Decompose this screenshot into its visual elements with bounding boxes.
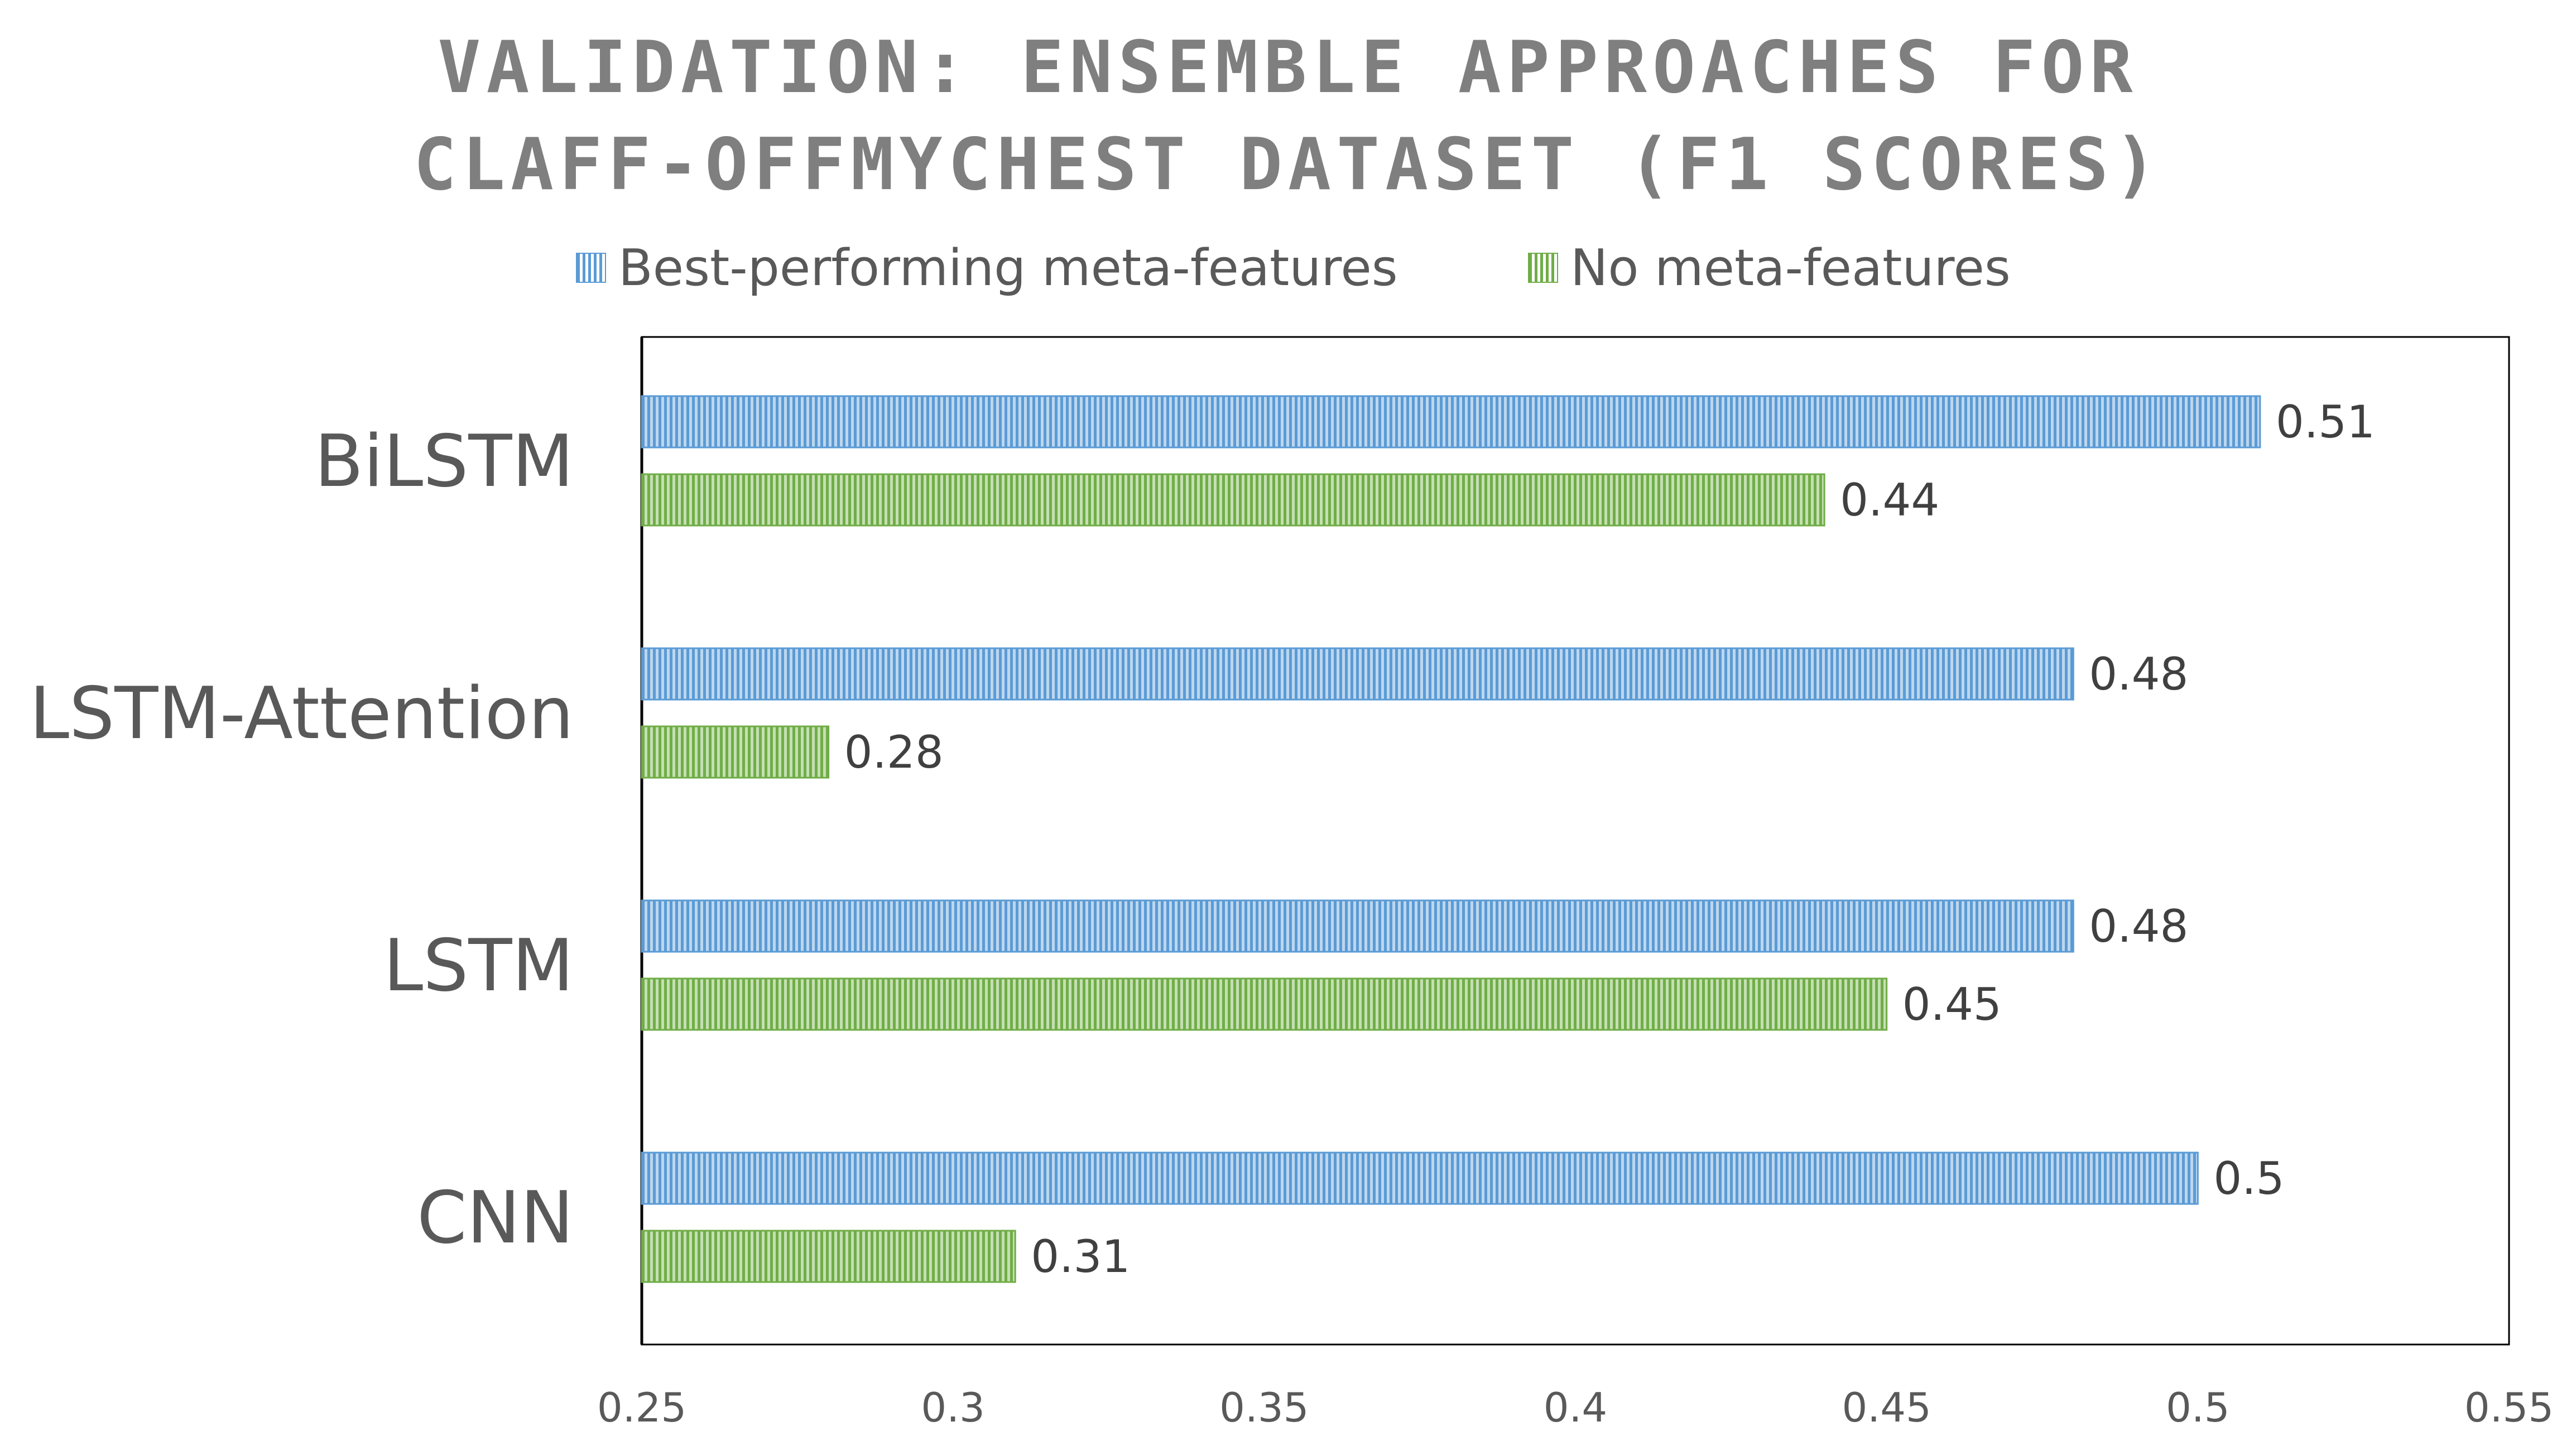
bar-best-performing-meta-features <box>641 395 2261 449</box>
legend: Best-performing meta-features No meta-fe… <box>0 237 2576 298</box>
x-tick-label: 0.3 <box>921 1384 985 1431</box>
data-label: 0.51 <box>2276 396 2375 448</box>
bar-best-performing-meta-features <box>641 647 2074 701</box>
x-tick-label: 0.35 <box>1219 1384 1309 1431</box>
data-label: 0.44 <box>1840 474 1939 526</box>
category-label: CNN <box>417 1177 574 1260</box>
legend-item-no-meta-features: No meta-features <box>1528 237 2011 298</box>
bar-no-meta-features <box>641 1230 1016 1283</box>
legend-label: Best-performing meta-features <box>618 238 1398 297</box>
data-label: 0.48 <box>2089 648 2188 700</box>
legend-item-best-performing-meta-features: Best-performing meta-features <box>576 237 1398 298</box>
x-tick-label: 0.45 <box>1842 1384 1931 1431</box>
bar-no-meta-features <box>641 977 1888 1031</box>
data-label: 0.28 <box>844 726 944 778</box>
bar-best-performing-meta-features <box>641 1151 2199 1205</box>
category-label: BiLSTM <box>314 420 574 503</box>
legend-swatch-blue <box>576 253 606 283</box>
x-tick-label: 0.55 <box>2464 1384 2554 1431</box>
category-label: LSTM-Attention <box>30 672 574 755</box>
bar-best-performing-meta-features <box>641 899 2074 953</box>
x-tick-label: 0.5 <box>2166 1384 2230 1431</box>
legend-label: No meta-features <box>1570 238 2011 297</box>
data-label: 0.48 <box>2089 900 2188 952</box>
x-tick-label: 0.25 <box>597 1384 686 1431</box>
data-label: 0.31 <box>1031 1231 1130 1283</box>
bar-no-meta-features <box>641 473 1825 527</box>
chart-title-line-2: CLAFF-OFFMYCHEST DATASET (F1 SCORES) <box>413 123 2163 206</box>
data-label: 0.45 <box>1902 979 2002 1030</box>
x-tick-label: 0.4 <box>1544 1384 1608 1431</box>
data-label: 0.5 <box>2213 1153 2284 1204</box>
bar-no-meta-features <box>641 725 830 779</box>
category-label: LSTM <box>383 924 574 1008</box>
legend-swatch-green <box>1528 253 1558 283</box>
chart-title-line-1: VALIDATION: ENSEMBLE APPROACHES FOR <box>438 26 2138 109</box>
